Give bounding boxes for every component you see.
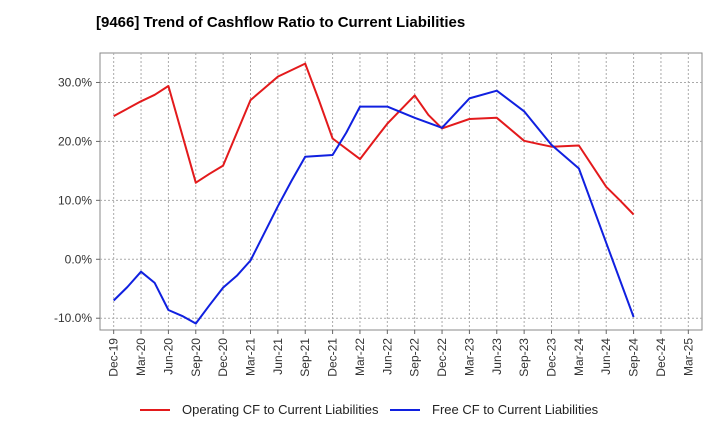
x-tick-label: Sep-24 [627,338,641,377]
x-tick-label: Sep-23 [517,338,531,377]
plot-area [99,52,703,331]
y-tick-label: 20.0% [58,134,92,148]
y-tick-label: 10.0% [58,193,92,207]
x-tick-label: Dec-22 [435,338,449,377]
x-axis: Dec-19 Mar-20 Jun-20 Sep-20 Dec-20 Mar-21 Jun-… [107,330,695,377]
x-tick-label: Dec-23 [545,338,559,377]
x-tick-label: Jun-21 [271,338,285,375]
x-tick-label: Mar-21 [244,338,258,376]
series-line-free-cf [112,89,635,325]
series-layer [112,62,635,325]
x-tick-label: Jun-20 [161,338,175,375]
x-tick-label: Mar-20 [134,338,148,376]
x-tick-label: Mar-22 [353,338,367,376]
x-tick-label: Dec-20 [216,338,230,377]
x-tick-label: Sep-21 [298,338,312,377]
x-tick-label: Sep-22 [408,338,422,377]
legend: Operating CF to Current Liabilities Free … [140,402,599,417]
x-tick-label: Jun-24 [599,338,613,375]
x-tick-label: Jun-22 [380,338,394,375]
chart-title: [9466] Trend of Cashflow Ratio to Curren… [96,14,466,31]
x-tick-label: Dec-19 [107,338,121,377]
y-tick-label: -10.0% [54,311,92,325]
y-axis: 30.0% 20.0% 10.0% 0.0% -10.0% [54,75,100,325]
legend-label: Operating CF to Current Liabilities [182,402,379,417]
series-line-operating-cf [113,62,635,216]
x-tick-label: Jun-23 [490,338,504,375]
legend-label: Free CF to Current Liabilities [432,402,599,417]
x-tick-label: Sep-20 [189,338,203,377]
y-tick-label: 0.0% [65,252,93,266]
x-tick-label: Dec-24 [654,338,668,377]
x-tick-label: Mar-23 [462,338,476,376]
y-tick-label: 30.0% [58,75,92,89]
x-tick-label: Mar-25 [681,338,695,376]
x-tick-label: Dec-21 [326,338,340,377]
x-tick-label: Mar-24 [572,338,586,376]
